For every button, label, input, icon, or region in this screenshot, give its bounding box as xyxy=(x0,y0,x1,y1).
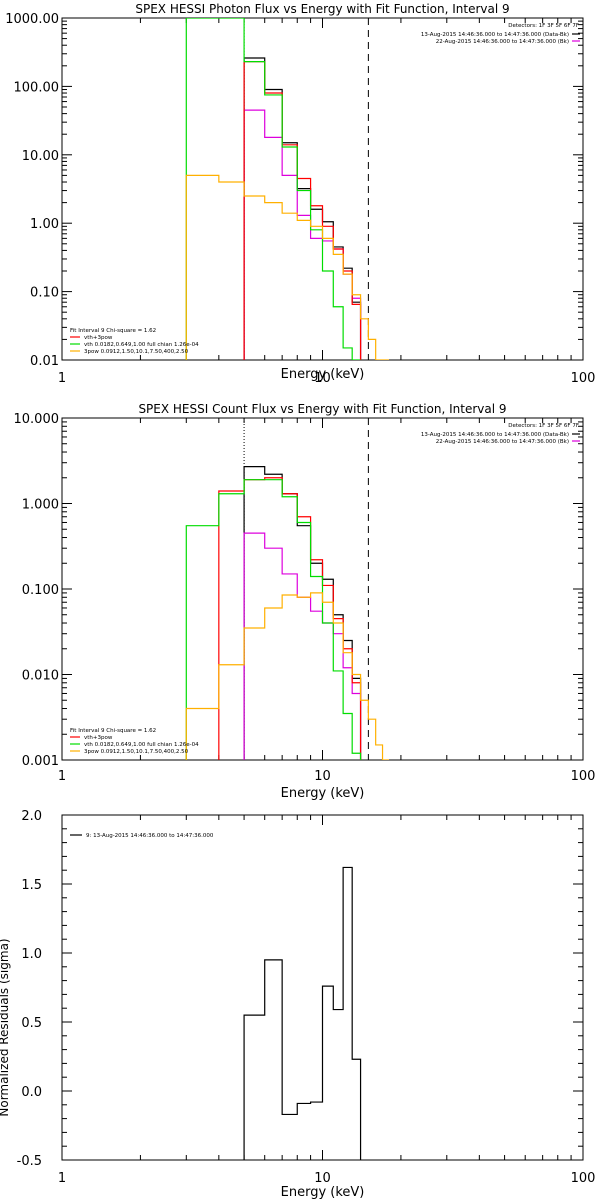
x-tick-label: 100 xyxy=(571,1171,596,1186)
series-line-2 xyxy=(243,61,362,360)
x-tick-label: 1 xyxy=(58,1171,66,1186)
y-tick-label: 1.0 xyxy=(21,947,42,962)
y-axis-label: Normalized Residuals (sigma) xyxy=(0,938,11,1116)
y-tick-label: 1.000 xyxy=(22,498,59,513)
legend-label: 22-Aug-2015 14:46:36.000 to 14:47:36.000… xyxy=(436,39,569,45)
legend-label: vth 0.0182,0.649,1.00 full chian 1.26e-0… xyxy=(84,342,199,348)
series-line-4 xyxy=(185,592,389,760)
x-tick-label: 1 xyxy=(58,371,66,386)
x-tick-label: 1 xyxy=(58,769,66,784)
series-line-3 xyxy=(185,479,362,760)
legend-label: vth+3pow xyxy=(84,335,113,341)
y-tick-label: 1.5 xyxy=(21,878,42,893)
legend-label: vth+3pow xyxy=(84,735,113,741)
chart-title: SPEX HESSI Photon Flux vs Energy with Fi… xyxy=(135,2,509,16)
y-tick-label: 1000.00 xyxy=(5,12,59,27)
plot-frame xyxy=(61,17,584,361)
series-line-3 xyxy=(185,18,361,360)
legend-label: 9: 13-Aug-2015 14:46:36.000 to 14:47:36.… xyxy=(86,833,214,839)
legend-label: 22-Aug-2015 14:46:36.000 to 14:47:36.000… xyxy=(436,439,569,445)
x-tick-label: 10 xyxy=(314,769,331,784)
data-layer xyxy=(185,18,389,360)
y-tick-label: 0.5 xyxy=(21,1016,42,1031)
y-tick-label: 10.00 xyxy=(22,149,59,164)
y-tick-label: 0.010 xyxy=(22,669,59,684)
legend-label: 3pow 0.0912,1.50,10.1,7.50,400,2.50 xyxy=(84,349,189,355)
series-line-1 xyxy=(243,532,362,760)
legend-label: 3pow 0.0912,1.50,10.1,7.50,400,2.50 xyxy=(84,749,189,755)
detector-header: Detectors: 1F 3F 5F 6F 7F xyxy=(508,23,579,29)
chart-title: SPEX HESSI Count Flux vs Energy with Fit… xyxy=(138,402,506,416)
legend-label: 13-Aug-2015 14:46:36.000 to 14:47:36.000… xyxy=(421,32,569,38)
data-layer xyxy=(185,418,389,760)
y-tick-label: 2.0 xyxy=(21,809,42,824)
fit-header: Fit Interval 9 Chi-square = 1.62 xyxy=(70,728,156,734)
legend-label: 13-Aug-2015 14:46:36.000 to 14:47:36.000… xyxy=(421,432,569,438)
y-tick-label: 10.000 xyxy=(14,412,60,427)
y-tick-label: 0.0 xyxy=(21,1085,42,1100)
series-line-4 xyxy=(185,174,389,360)
series-line-0 xyxy=(243,866,362,1160)
y-tick-label: 0.10 xyxy=(30,286,59,301)
fit-header: Fit Interval 9 Chi-square = 1.62 xyxy=(70,328,156,334)
detector-header: Detectors: 1F 3F 5F 6F 7F xyxy=(508,423,579,429)
y-tick-label: 1.00 xyxy=(30,217,59,232)
y-tick-label: 100.00 xyxy=(14,80,60,95)
series-line-2 xyxy=(218,477,362,760)
y-tick-label: -0.5 xyxy=(17,1154,42,1169)
y-tick-label: 0.001 xyxy=(22,754,59,769)
count-flux-panel: SPEX HESSI Count Flux vs Energy with Fit… xyxy=(14,402,596,801)
residuals-panel: 1 10 100 2.0 1.5 1.0 0.5 0.0 -0.5 Energy (keV) Nor… xyxy=(0,809,595,1200)
x-axis-label: Energy (keV) xyxy=(281,1185,365,1200)
x-tick-label: 100 xyxy=(571,769,596,784)
photon-flux-panel: SPEX HESSI Photon Flux vs Energy with Fi… xyxy=(5,2,595,386)
data-layer xyxy=(243,866,362,1160)
y-tick-label: 0.01 xyxy=(30,354,59,369)
y-tick-label: 0.100 xyxy=(22,583,59,598)
x-tick-label: 100 xyxy=(571,371,596,386)
x-tick-label: 10 xyxy=(314,371,331,386)
series-line-0 xyxy=(243,57,362,360)
legend-label: vth 0.0182,0.649,1.00 full chian 1.26e-0… xyxy=(84,742,199,748)
x-axis-label: Energy (keV) xyxy=(281,367,365,382)
x-axis-label: Energy (keV) xyxy=(281,786,365,801)
x-tick-label: 10 xyxy=(314,1171,331,1186)
series-line-0 xyxy=(243,466,362,760)
